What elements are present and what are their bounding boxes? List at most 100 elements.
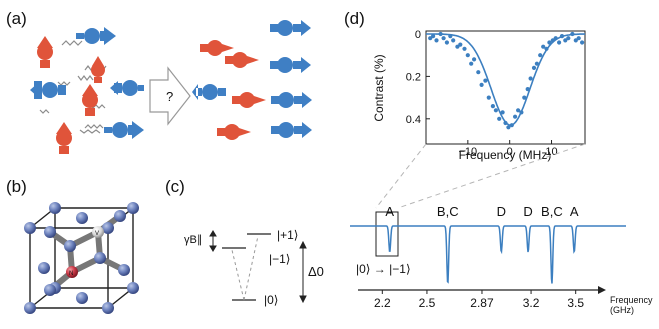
question-mark: ? [166, 89, 173, 104]
inset-data-point [428, 36, 433, 41]
inset-data-point [490, 104, 495, 109]
panel-d-label: (d) [344, 9, 365, 28]
frequency-axis: 2.2 2.5 2.87 3.2 3.5 Frequency (GHz) [358, 286, 653, 315]
inset-xlabel: Frequency (MHz) [459, 148, 552, 162]
inset-data-point [431, 34, 436, 39]
zero-field-arrow [299, 240, 307, 304]
level-plus-label: |+1⟩ [277, 228, 298, 242]
panel-b-label: (b) [6, 177, 27, 196]
inset-data-point [434, 38, 439, 43]
inset-data-point [522, 95, 527, 100]
main-spectrum: A B,C D D B,C A |0⟩ → |−1⟩ 2.2 2.5 2.87 3.2 3.5 F… [350, 204, 653, 315]
inset-data-point [465, 53, 470, 58]
zeeman-arrow [209, 230, 217, 252]
inset-data-point [566, 36, 571, 41]
atom-n-label: N [69, 271, 73, 277]
free-spins [192, 20, 312, 140]
inset-data-point [438, 31, 443, 37]
inset-xtick-label: 10 [545, 146, 557, 158]
inset-data-point [503, 120, 508, 126]
inset-data-point [573, 38, 578, 43]
inset-data-point [497, 116, 502, 121]
inset-data-point [513, 114, 518, 119]
dip-labels: A B,C D D B,C A [385, 204, 578, 219]
inset-data-point [541, 44, 546, 49]
inset-xtick-label: −10 [459, 146, 478, 158]
dip-label: D [523, 204, 532, 219]
dip-label: B,C [541, 204, 563, 219]
zeeman-label: γB∥ [184, 234, 202, 246]
question-arrow: ? [149, 66, 191, 126]
panel-d: (d) −10 0 10 0 0.2 0.4 Frequency (MHz) Contra… [344, 9, 653, 315]
inset-data-point [547, 40, 552, 45]
inset-data-point [451, 38, 456, 43]
inset-data-point [476, 70, 481, 75]
level-zero-label: |0⟩ [264, 293, 278, 307]
inset-data-point [534, 61, 540, 66]
panel-c: (c) |+1⟩ |−1⟩ |0⟩ γB∥ Δ0 [165, 177, 324, 307]
frequency-tick-label: 2.2 [374, 296, 391, 310]
diamond-lattice: N V [24, 202, 139, 314]
zero-field-label: Δ0 [308, 264, 324, 279]
inset-points [428, 31, 585, 130]
inset-data-point [500, 110, 505, 115]
inset-fit-curve [426, 33, 585, 127]
interacting-spins [30, 27, 144, 154]
frequency-tick-label: 3.5 [567, 296, 584, 310]
inset-data-point [483, 78, 488, 83]
inset-data-point [525, 87, 530, 92]
inset-data-point [538, 53, 543, 58]
inset-xtick-label: 0 [507, 146, 513, 158]
inset-data-point [506, 125, 511, 130]
inset-data-point [509, 123, 514, 128]
frequency-axis-label-1: Frequency [610, 295, 653, 305]
inset-data-point [528, 76, 533, 81]
inset-ytick-label: 0 [415, 29, 421, 41]
inset-ticks: −10 0 10 0 0.2 0.4 [406, 29, 558, 158]
frequency-tick-label: 2.5 [419, 296, 436, 310]
inset-data-point [479, 82, 484, 87]
atom-v-label: V [95, 231, 99, 237]
zoom-connector [375, 143, 586, 209]
frequency-tick-label: 2.87 [470, 296, 494, 310]
inset-data-point [559, 34, 565, 39]
panel-c-label: (c) [165, 177, 185, 196]
inset-data-point [580, 40, 585, 45]
inset-data-point [544, 46, 549, 51]
inset-data-point [570, 31, 575, 37]
inset-frame [425, 30, 586, 145]
inset-data-point [493, 108, 498, 113]
inset-data-point [557, 40, 562, 45]
dip-label: D [497, 204, 506, 219]
dip-label: B,C [437, 204, 459, 219]
inset-data-point [486, 95, 491, 100]
inset-data-point [469, 61, 474, 66]
dip-label: A [385, 204, 394, 219]
inset-data-point [455, 44, 460, 49]
inset-ytick-label: 0.2 [406, 71, 421, 83]
inset-data-point [519, 110, 524, 115]
frequency-tick-label: 3.2 [523, 296, 540, 310]
inset-data-point [576, 36, 581, 41]
inset-data-point [462, 46, 467, 51]
transition-label: |0⟩ → |−1⟩ [356, 262, 411, 276]
inset-data-point [550, 38, 555, 43]
zoom-box [375, 211, 399, 257]
inset-data-point [448, 34, 453, 39]
inset-ylabel: Contrast (%) [372, 54, 386, 121]
inset-data-point [444, 40, 449, 45]
inset-data-point [531, 65, 537, 70]
inset-ytick-label: 0.4 [406, 114, 421, 126]
frequency-axis-label-2: (GHz) [610, 305, 634, 315]
inset-data-point [472, 57, 477, 62]
inset-data-point [441, 36, 446, 41]
inset-data-point [563, 38, 568, 43]
inset-data-point [458, 42, 463, 47]
spectrum-trace [350, 225, 626, 284]
inset-data-point [553, 36, 558, 41]
inset-chart: −10 0 10 0 0.2 0.4 Frequency (MHz) Contrast (… [372, 29, 586, 162]
level-minus-label: |−1⟩ [269, 252, 290, 266]
panel-a: (a) [6, 9, 312, 154]
panel-a-label: (a) [6, 9, 27, 28]
inset-data-point [516, 108, 521, 113]
